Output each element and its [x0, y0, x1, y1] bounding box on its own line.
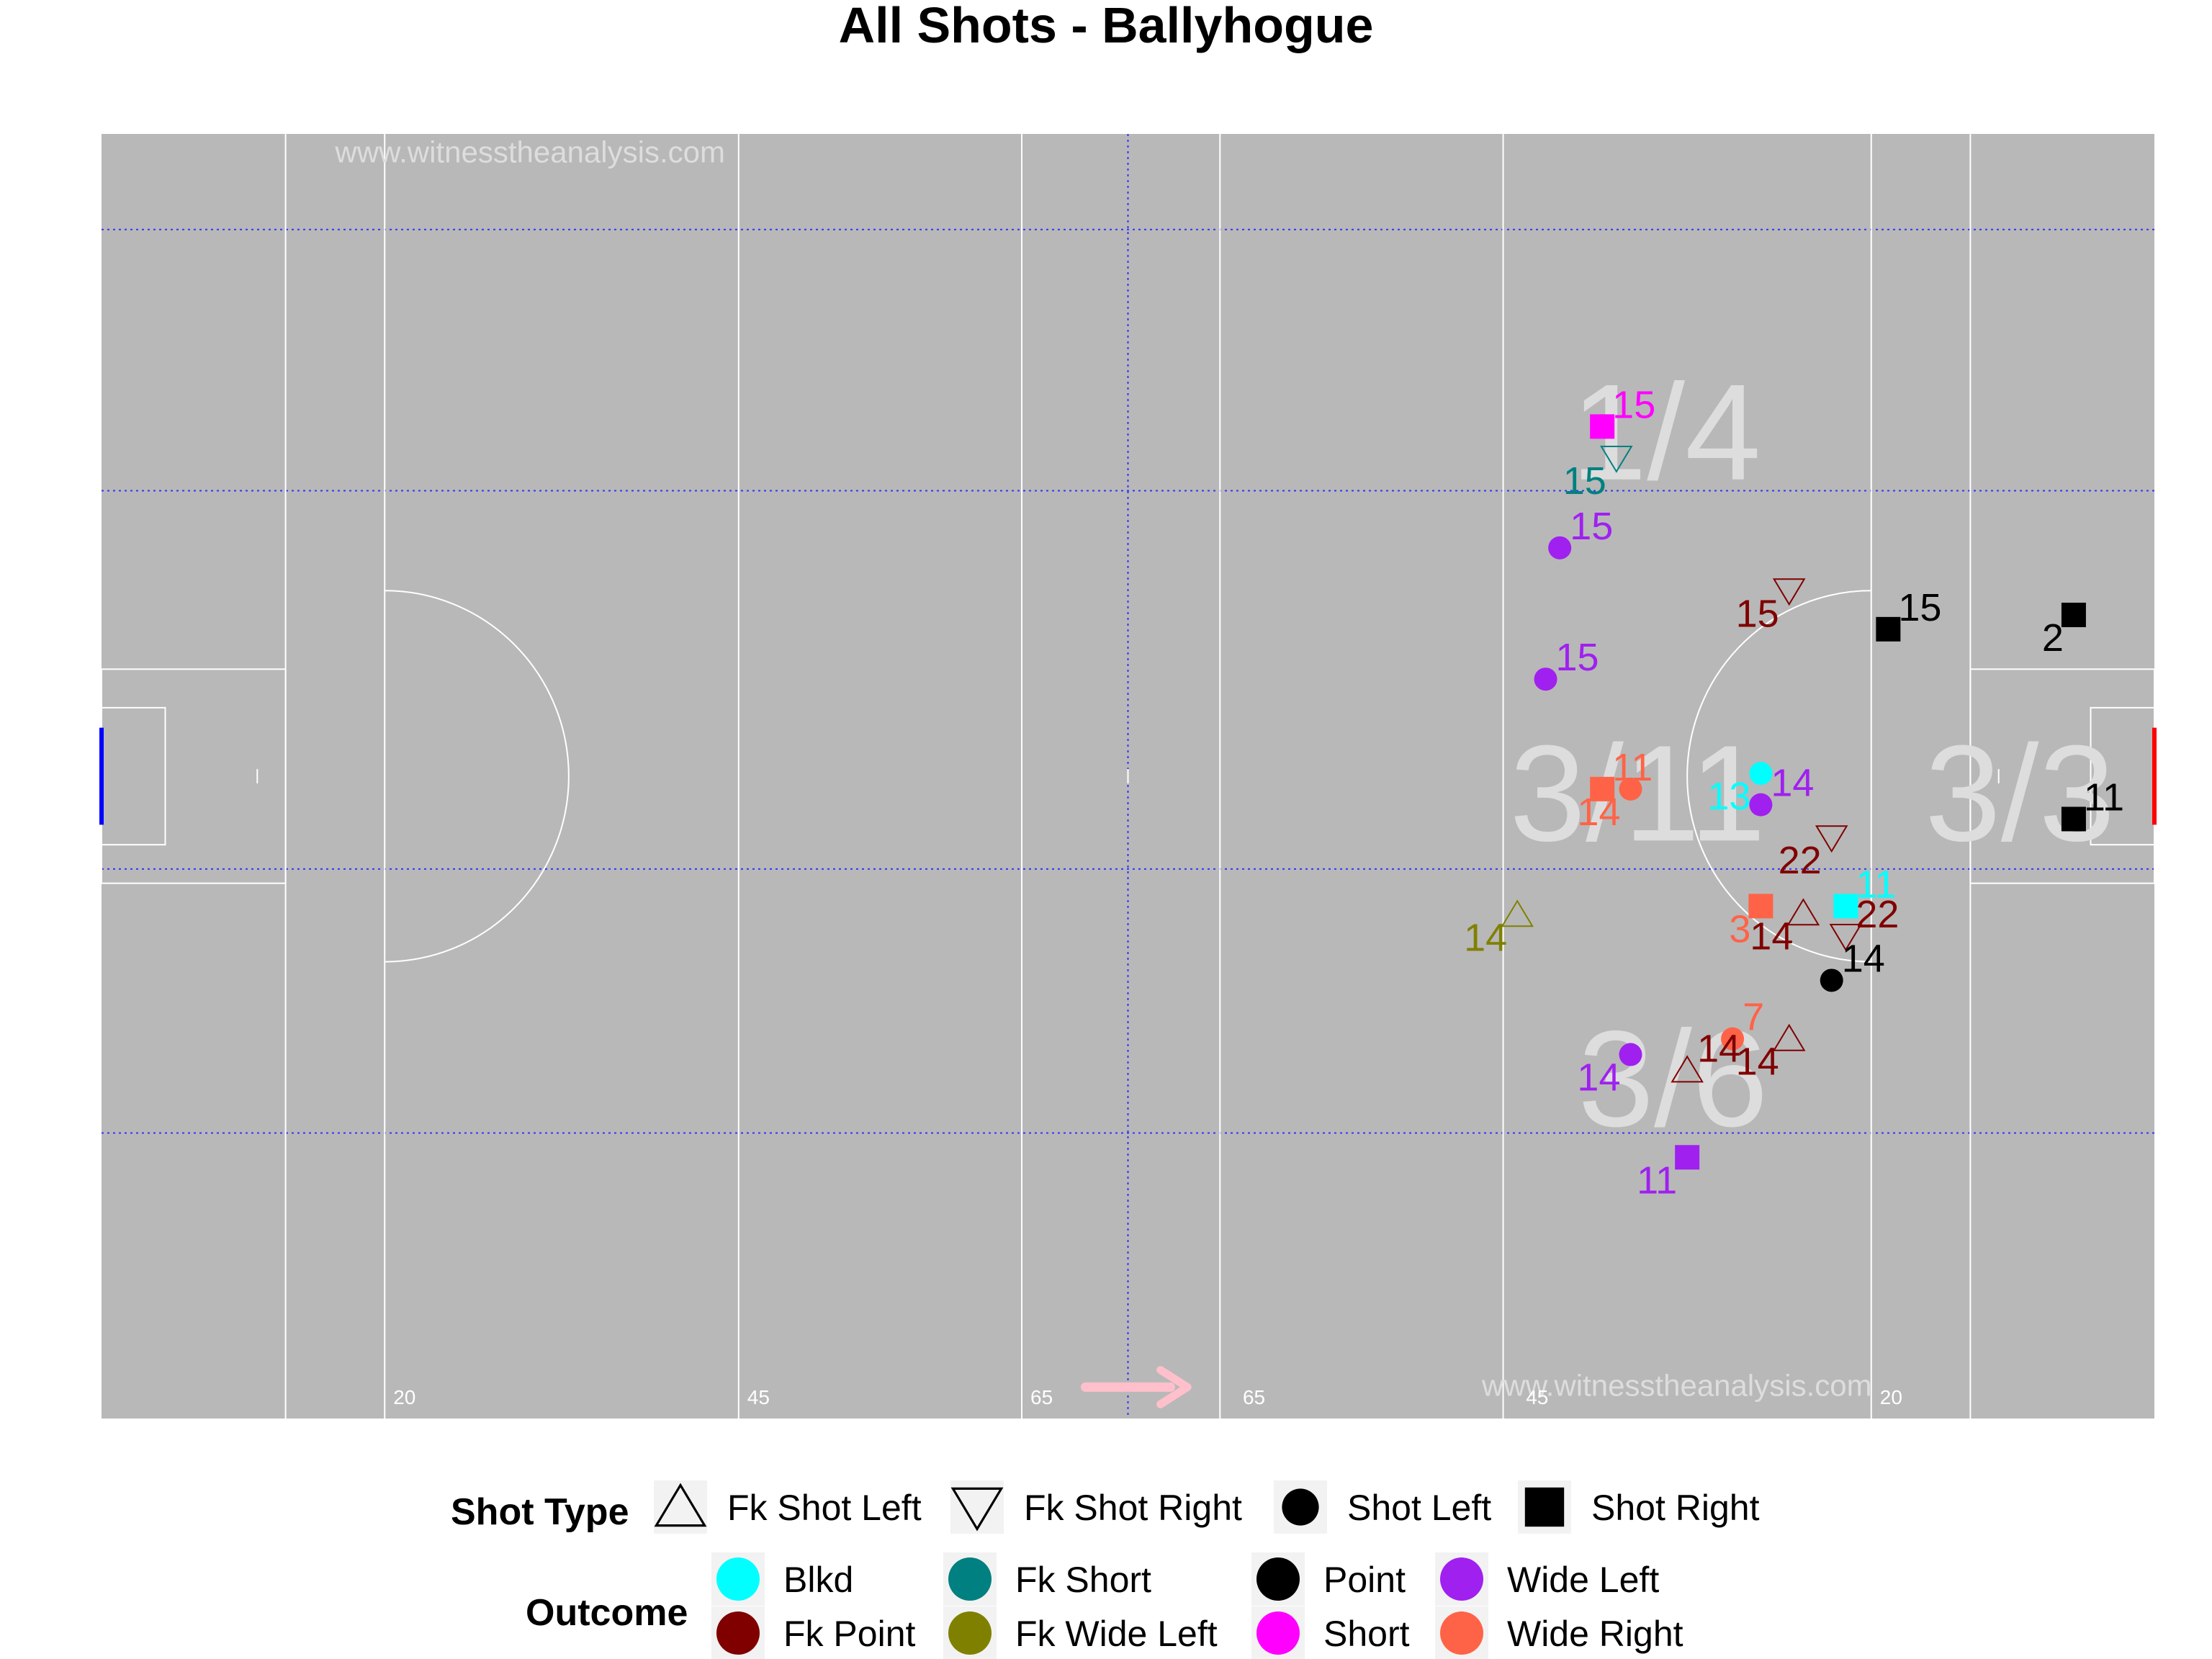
shot-markers — [1501, 414, 2086, 1170]
distance-label: 45 — [747, 1386, 770, 1408]
fk-shot-left-marker — [1671, 1055, 1704, 1083]
legend-outcome-label: Wide Right — [1507, 1614, 1683, 1654]
player-number-label: 11 — [1612, 746, 1653, 789]
player-number-label: 7 — [1743, 996, 1764, 1039]
player-number-label: 14 — [1750, 914, 1793, 958]
legend-outcome-label: Wide Left — [1507, 1560, 1659, 1600]
distance-label: 45 — [1526, 1386, 1548, 1408]
direction-arrow — [1081, 1366, 1192, 1408]
shot-right-marker — [1524, 1487, 1565, 1527]
legend-outcome-marker — [1256, 1557, 1300, 1601]
player-number-label: 13 — [1707, 775, 1750, 818]
player-number-label: 11 — [1856, 863, 1896, 906]
distance-label: 65 — [1030, 1386, 1053, 1408]
player-number-label: 15 — [1736, 592, 1779, 635]
watermark-text: www.witnesstheanalysis.com — [334, 135, 725, 169]
player-number-label: 15 — [1898, 586, 1941, 629]
zone-stats: 1/43/113/63/3 — [1509, 356, 2115, 1156]
legend-outcome-label: Blkd — [783, 1560, 853, 1600]
distance-labels: 20 45 65 65 45 20 — [393, 1386, 1902, 1408]
player-number-label: 14 — [1697, 1027, 1740, 1070]
legend-shot-type-label: Shot Left — [1347, 1488, 1491, 1528]
shot-left-marker — [1548, 536, 1572, 559]
player-number-label: 15 — [1570, 505, 1613, 548]
shot-left-marker — [1619, 777, 1642, 801]
semicircle-arc — [1686, 590, 1871, 963]
legend-outcome-label: Fk Point — [783, 1614, 916, 1654]
legend-outcome-label: Short — [1323, 1614, 1410, 1654]
direction-arrow-head — [1156, 1366, 1192, 1408]
fk-shot-right-marker — [1815, 825, 1848, 853]
fk-shot-right-marker — [1829, 924, 1863, 951]
player-number-label: 15 — [1556, 636, 1599, 679]
legend-shot-type-label: Fk Shot Right — [1024, 1488, 1242, 1528]
chart-title: All Shots - Ballyhogue — [838, 0, 1374, 53]
legend-outcome-marker — [1256, 1611, 1300, 1655]
player-number-label: 3 — [1729, 907, 1750, 950]
fk-shot-left-marker — [654, 1483, 707, 1527]
legend-outcome-marker — [716, 1611, 760, 1655]
semicircle-arc — [385, 590, 570, 963]
shot-right-marker — [1590, 414, 1615, 439]
shot-left-marker — [1749, 762, 1773, 786]
legend-shot-type-label: Fk Shot Left — [727, 1488, 922, 1528]
pitch-markings — [99, 134, 2157, 1419]
legend-shot-type-title: Shot Type — [451, 1491, 629, 1533]
shot-right-marker — [1590, 776, 1615, 801]
shot-right-marker — [1833, 894, 1858, 919]
player-number-label: 22 — [1856, 893, 1899, 936]
shot-left-marker — [1619, 1043, 1642, 1066]
shot-right-marker — [1876, 616, 1901, 642]
shot-left-marker — [1721, 1027, 1745, 1051]
player-number-label: 22 — [1779, 839, 1822, 882]
fk-shot-right-marker — [1772, 578, 1806, 606]
player-number-label: 15 — [1563, 459, 1606, 503]
legend-outcome-title: Outcome — [526, 1592, 688, 1634]
shot-left-marker — [1282, 1488, 1319, 1526]
legend-outcome-marker — [948, 1611, 992, 1655]
distance-label: 20 — [393, 1386, 415, 1408]
legend-outcome-label: Fk Wide Left — [1015, 1614, 1218, 1654]
legend-outcome-label: Fk Short — [1015, 1560, 1151, 1600]
fk-shot-left-marker — [1501, 899, 1534, 927]
fk-shot-right-marker — [950, 1487, 1004, 1532]
watermark-text: www.witnesstheanalysis.com — [1481, 1368, 1872, 1402]
legend-outcome-marker — [716, 1557, 760, 1601]
fk-shot-left-marker — [1772, 1023, 1806, 1051]
legend-outcome-marker — [948, 1557, 992, 1601]
shot-left-marker — [1534, 667, 1557, 691]
player-number-label: 14 — [1577, 1056, 1620, 1100]
shot-right-marker — [2061, 603, 2086, 628]
legend-outcome-label: Point — [1323, 1560, 1406, 1600]
watermarks: www.witnesstheanalysis.com www.witnessthe… — [334, 135, 1871, 1403]
player-number-label: 14 — [1577, 791, 1620, 834]
player-number-label: 15 — [1612, 383, 1655, 426]
shot-right-marker — [2061, 806, 2086, 832]
player-number-label: 14 — [1771, 762, 1814, 805]
zone-stat: 3/3 — [1925, 717, 2115, 870]
legend-outcome-marker — [1440, 1611, 1483, 1655]
player-number-label: 11 — [2084, 775, 2124, 819]
shot-left-marker — [1749, 793, 1773, 817]
fk-shot-right-marker — [1600, 445, 1633, 473]
player-number-label: 11 — [1637, 1159, 1677, 1202]
shot-right-marker — [1748, 894, 1773, 919]
player-number-label: 14 — [1464, 916, 1507, 959]
fk-shot-left-marker — [1786, 898, 1820, 926]
distance-label: 20 — [1880, 1386, 1902, 1408]
shot-left-marker — [1820, 968, 1843, 992]
player-number-label: 14 — [1736, 1040, 1779, 1084]
legend-outcome-marker — [1440, 1557, 1483, 1601]
legend-shot-type-label: Shot Right — [1591, 1488, 1760, 1528]
distance-label: 65 — [1243, 1386, 1265, 1408]
player-number-label: 2 — [2042, 616, 2064, 660]
player-number-label: 14 — [1842, 937, 1885, 980]
shot-right-marker — [1675, 1145, 1700, 1170]
